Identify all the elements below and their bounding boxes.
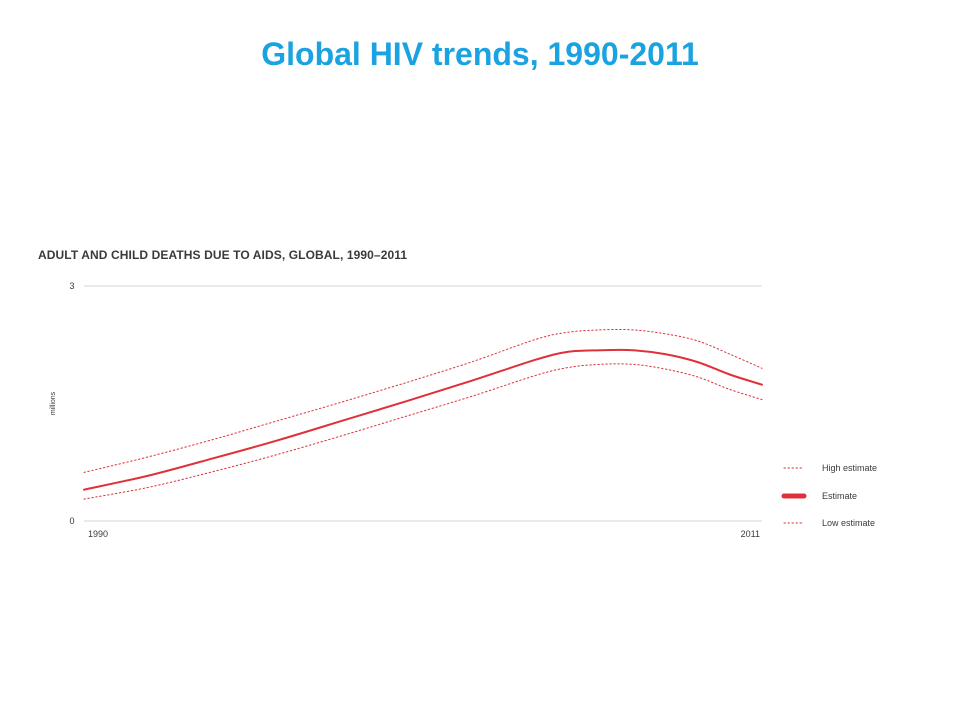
legend-label: High estimate [822, 463, 877, 473]
series-line-low-estimate [83, 363, 763, 500]
axes: 0 3 1990 2011 millions [50, 281, 760, 539]
y-axis-label: millions [50, 391, 57, 415]
y-tick-label: 0 [69, 516, 74, 526]
legend: High estimate Estimate Low estimate [781, 463, 877, 528]
legend-label: Estimate [822, 491, 857, 501]
series-line-estimate [83, 348, 763, 491]
legend-label: Low estimate [822, 518, 875, 528]
slide-title: Global HIV trends, 1990-2011 [261, 36, 699, 72]
series-lines [83, 328, 763, 500]
grid [84, 285, 762, 522]
x-tick-label: 1990 [88, 529, 108, 539]
y-tick-label: 3 [69, 281, 74, 291]
chart-title: ADULT AND CHILD DEATHS DUE TO AIDS, GLOB… [38, 248, 408, 262]
x-tick-label: 2011 [741, 529, 760, 539]
series-line-high-estimate [83, 328, 763, 473]
